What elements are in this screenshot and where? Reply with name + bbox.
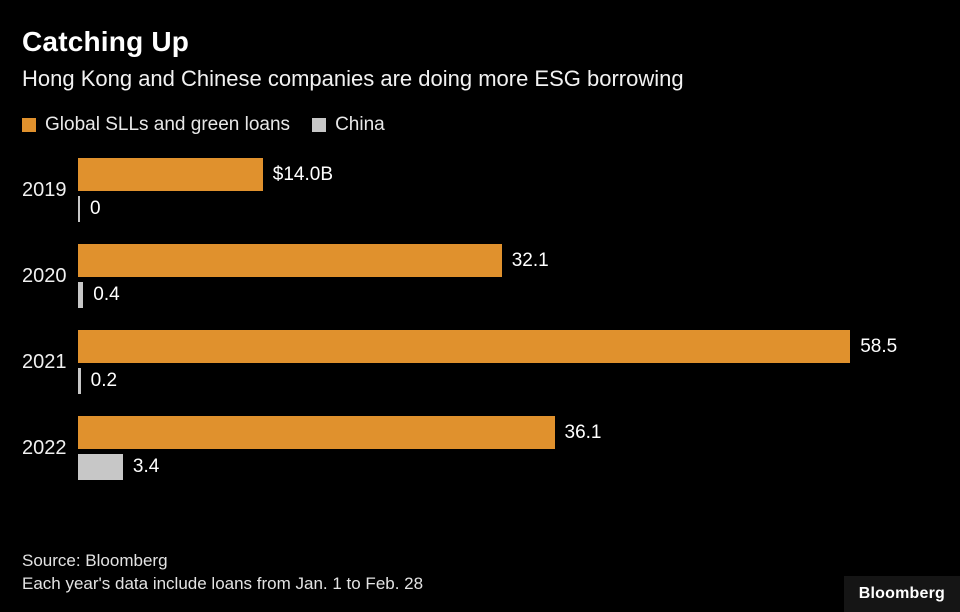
bar-value-label: 36.1: [564, 421, 602, 443]
bar-group: 58.5 0.2: [78, 330, 897, 394]
china-bar-line: 0.4: [78, 282, 549, 308]
bar-group: $14.0B 0: [78, 158, 333, 222]
footer: Source: Bloomberg Each year's data inclu…: [22, 550, 423, 596]
global-bar-line: 36.1: [78, 416, 602, 449]
bar-chart: 2019 $14.0B 0 2020 32.1 0.4 2021 58.5 0.2 2022 36.…: [22, 158, 960, 480]
bar-value-label: 3.4: [132, 456, 160, 477]
chart-subtitle: Hong Kong and Chinese companies are doin…: [22, 66, 684, 91]
china-bar: [78, 454, 123, 480]
year-label: 2022: [22, 436, 67, 459]
bar-value-label: 58.5: [860, 335, 898, 357]
china-bar: [78, 282, 84, 308]
global-bar-line: $14.0B: [78, 158, 333, 191]
chart-row: 2021 58.5 0.2: [22, 330, 960, 394]
global-loans-bar: [78, 416, 555, 449]
global-bar-line: 32.1: [78, 244, 549, 277]
global-bar-line: 58.5: [78, 330, 897, 363]
year-label: 2019: [22, 178, 67, 201]
source-text: Source: Bloomberg: [22, 551, 168, 571]
legend-swatch-china-icon: [312, 118, 327, 132]
china-bar-line: 3.4: [78, 454, 602, 480]
chart-title: Catching Up: [22, 26, 190, 57]
china-bar: [78, 196, 80, 222]
legend-label-china: China: [335, 114, 385, 135]
chart-row: 2022 36.1 3.4: [22, 416, 960, 480]
year-label: 2021: [22, 350, 67, 373]
chart-row: 2019 $14.0B 0: [22, 158, 960, 222]
bar-value-label: 0.4: [93, 284, 120, 305]
bar-value-label: 0: [90, 198, 101, 219]
bar-group: 32.1 0.4: [78, 244, 549, 308]
chart-header: Catching Up Hong Kong and Chinese compan…: [0, 0, 960, 92]
chart-row: 2020 32.1 0.4: [22, 244, 960, 308]
global-loans-bar: [78, 244, 502, 277]
legend: Global SLLs and green loans China: [22, 114, 960, 136]
global-loans-bar: [78, 330, 851, 363]
bloomberg-logo: Bloomberg: [843, 576, 960, 612]
bar-group: 36.1 3.4: [78, 416, 602, 480]
bar-value-label: 32.1: [511, 249, 549, 271]
bar-value-label: $14.0B: [272, 163, 334, 185]
china-bar-line: 0: [78, 196, 333, 222]
footnote-text: Each year's data include loans from Jan.…: [22, 574, 424, 594]
legend-swatch-global-icon: [22, 118, 36, 132]
global-loans-bar: [78, 158, 263, 191]
china-bar-line: 0.2: [78, 368, 897, 394]
year-label: 2020: [22, 264, 67, 287]
bar-value-label: 0.2: [90, 370, 118, 391]
legend-label-global: Global SLLs and green loans: [45, 114, 291, 135]
china-bar: [78, 368, 81, 394]
